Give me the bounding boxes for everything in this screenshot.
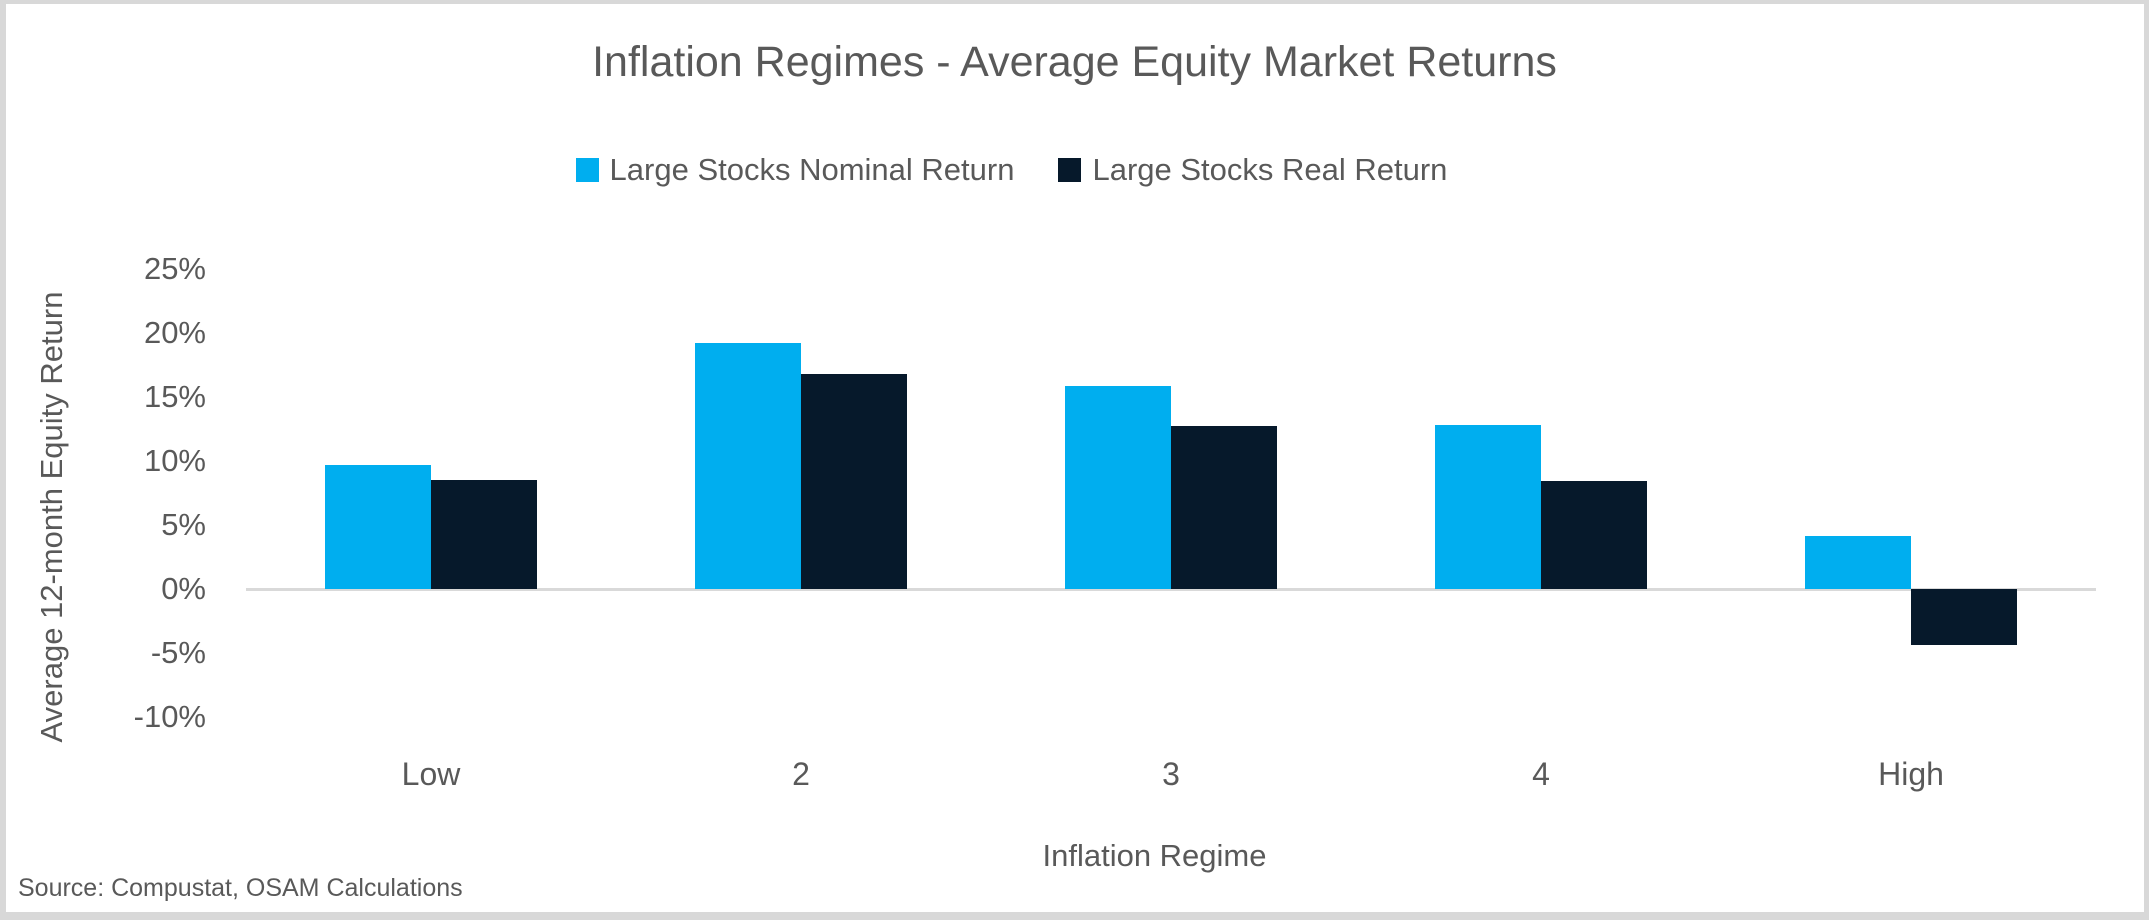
legend-swatch-nominal-icon [575,158,599,182]
bar-real-3 [1171,426,1277,589]
bar-real-4 [1541,481,1647,589]
legend-item-nominal: Large Stocks Nominal Return [575,152,1015,188]
bar-nominal-high [1805,536,1911,589]
y-tick-label: 0% [161,571,206,606]
bar-real-low [431,480,537,589]
bar-nominal-3 [1065,386,1171,589]
legend-label-real: Large Stocks Real Return [1092,152,1448,187]
bar-real-2 [801,373,907,589]
y-tick-label: 25% [143,250,206,286]
x-axis-title: Inflation Regime [1042,838,1267,873]
legend-label-nominal: Large Stocks Nominal Return [609,152,1015,187]
y-tick-label: 5% [161,506,206,542]
bar-nominal-low [325,464,431,589]
y-tick-label: 15% [143,378,206,414]
x-category-label: Low [401,756,461,792]
x-axis-line [246,588,2096,591]
chart-title: Inflation Regimes - Average Equity Marke… [592,38,1557,86]
legend-item-real: Large Stocks Real Return [1058,152,1447,188]
x-category-label: High [1878,756,1944,792]
y-tick-label: 20% [143,314,206,350]
y-tick-label: -10% [133,699,206,735]
bar-nominal-2 [695,342,801,589]
bar-real-high [1911,589,2017,646]
x-category-label: 2 [792,756,810,792]
x-category-label: 3 [1162,756,1180,792]
source-note: Source: Compustat, OSAM Calculations [18,874,463,902]
y-tick-label: 10% [143,442,206,478]
y-tick-label: -5% [150,635,206,671]
x-category-label: 4 [1532,756,1550,792]
bar-nominal-4 [1435,424,1541,589]
legend: Large Stocks Nominal Return Large Stocks… [0,152,2086,188]
legend-swatch-real-icon [1058,158,1082,182]
